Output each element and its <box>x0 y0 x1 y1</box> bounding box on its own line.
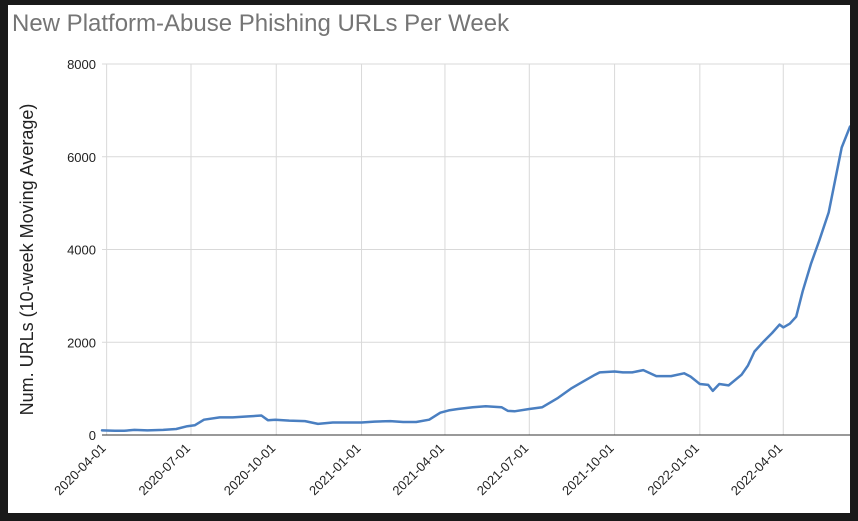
grid <box>102 63 850 435</box>
x-tick-label: 2022-04-01 <box>728 441 786 499</box>
x-tick-label: 2021-10-01 <box>559 441 617 499</box>
y-tick-label: 6000 <box>67 150 96 165</box>
line-chart: New Platform-Abuse Phishing URLs Per Wee… <box>12 10 850 499</box>
chart-frame: New Platform-Abuse Phishing URLs Per Wee… <box>8 5 850 513</box>
x-tick-labels: 2020-04-01 2020-07-01 2020-10-01 2021-01-01… <box>51 441 785 499</box>
x-tick-label: 2022-01-01 <box>644 441 702 499</box>
x-tick-label: 2021-07-01 <box>474 441 532 499</box>
series-line <box>100 125 850 433</box>
x-tick-label: 2020-10-01 <box>221 441 279 499</box>
y-tick-label: 4000 <box>67 243 96 258</box>
x-tick-label: 2020-07-01 <box>135 441 193 499</box>
y-axis-label: Num. URLs (10-week Moving Average) <box>17 104 37 416</box>
y-tick-label: 2000 <box>67 335 96 350</box>
chart-title: New Platform-Abuse Phishing URLs Per Wee… <box>12 10 510 37</box>
y-tick-labels: 0 2000 4000 6000 8000 <box>67 57 96 443</box>
x-tick-label: 2021-04-01 <box>389 441 447 499</box>
x-tick-label: 2020-04-01 <box>51 441 109 499</box>
y-tick-label: 8000 <box>67 57 96 72</box>
x-tick-label: 2021-01-01 <box>306 441 364 499</box>
y-tick-label: 0 <box>89 428 96 443</box>
